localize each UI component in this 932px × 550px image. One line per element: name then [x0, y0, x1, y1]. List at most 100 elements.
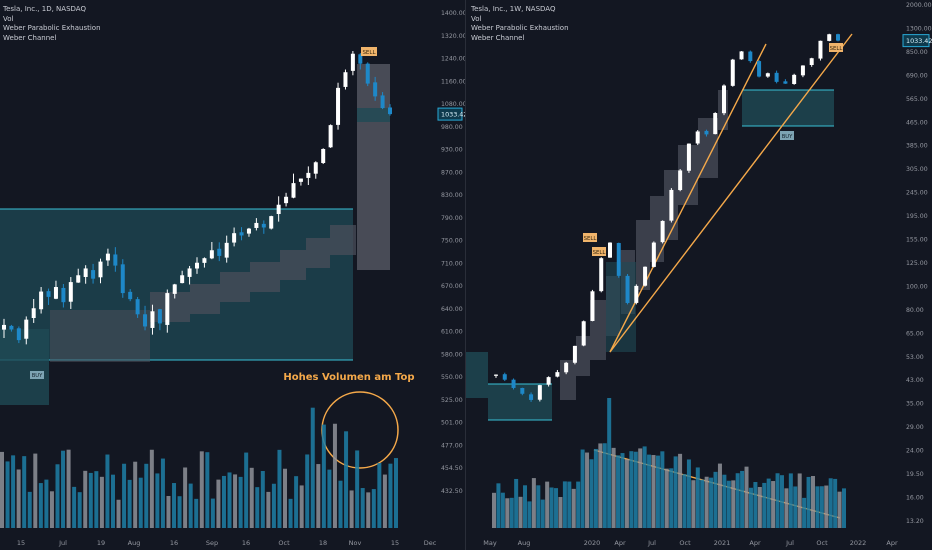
volume-bar [199, 451, 204, 528]
volume-bar [283, 468, 288, 528]
candle-body [68, 282, 73, 302]
volume-bar [567, 481, 572, 528]
candle-body [232, 233, 237, 243]
candle-body [313, 162, 318, 174]
candle-body [836, 34, 840, 41]
candle-body [537, 385, 542, 400]
price-tick-label: 565.00 [906, 96, 928, 103]
right-legend: Tesla, Inc., 1W, NASDAQ Vol Weber Parabo… [471, 5, 569, 43]
volume-bar [810, 475, 815, 528]
candle-body [511, 379, 516, 388]
volume-bar [55, 464, 60, 528]
volume-bar [620, 453, 625, 528]
left-legend-vol[interactable]: Vol [3, 14, 14, 23]
candle-body [143, 314, 148, 327]
volume-bar [647, 454, 652, 528]
price-tick-label: 550.00 [441, 374, 463, 381]
sell-signal-badge [592, 247, 606, 256]
volume-bar [704, 476, 709, 528]
candle-body [284, 196, 289, 204]
volume-bar [598, 443, 603, 528]
volume-bar [116, 499, 121, 528]
volume-bar [585, 452, 590, 528]
weber-channel-early [466, 352, 488, 398]
volume-bar [44, 479, 49, 528]
price-tick-label: 35.00 [906, 401, 924, 408]
candle-body [165, 293, 170, 325]
volume-bar [806, 476, 811, 528]
price-tick-label: 19.50 [906, 471, 924, 478]
candle-body [722, 85, 726, 114]
volume-bar [255, 487, 260, 528]
left-legend-indicator-2[interactable]: Weber Channel [3, 33, 57, 42]
volume-bar [748, 487, 753, 528]
volume-bar [210, 498, 215, 528]
time-tick-label: Oct [816, 539, 828, 547]
candle-body [783, 81, 788, 84]
volume-bar [558, 497, 563, 528]
volume-bar [589, 459, 594, 528]
volume-bar [77, 492, 82, 528]
volume-bar [611, 447, 616, 528]
right-legend-symbol[interactable]: Tesla, Inc., 1W, NASDAQ [471, 5, 556, 13]
candle-body [321, 149, 326, 163]
volume-bar [771, 481, 776, 528]
volume-bar [802, 497, 807, 528]
volume-bar [686, 459, 691, 528]
candle-body [730, 59, 735, 86]
left-chart[interactable]: 1400.00 1320.00 1240.00 1160.00 1080.00 980.0… [0, 0, 465, 550]
volume-bar [371, 489, 376, 528]
price-tick-label: 610.00 [441, 329, 463, 336]
volume-bar [299, 485, 304, 528]
exhaustion-step [306, 238, 330, 268]
volume-bar [388, 463, 393, 528]
volume-bar [266, 491, 271, 528]
candle-body [529, 394, 534, 400]
volume-bar [377, 463, 382, 528]
candle-body [494, 374, 498, 376]
exhaustion-step [698, 118, 718, 178]
volume-bar [514, 478, 519, 528]
right-legend-indicator-2[interactable]: Weber Channel [471, 33, 525, 42]
volume-bar [61, 450, 66, 528]
volume-bar [753, 482, 758, 528]
right-chart[interactable]: 2000.00 1300.00 850.00 690.00 565.00 465.00 38… [466, 0, 932, 550]
volume-bar [540, 499, 545, 528]
right-legend-indicator-1[interactable]: Weber Parabolic Exhaustion [471, 24, 569, 32]
left-legend-indicator-1[interactable]: Weber Parabolic Exhaustion [3, 24, 101, 32]
volume-bar [682, 474, 687, 528]
candle-body [53, 287, 58, 299]
volume-bar [819, 486, 824, 528]
candle-body [276, 204, 281, 215]
price-tick-label: 750.00 [441, 238, 463, 245]
volume-bar [49, 491, 54, 528]
price-tick-label: 29.00 [906, 424, 924, 431]
volume-bar [11, 455, 16, 528]
volume-bar [355, 450, 360, 528]
candle-body [651, 242, 656, 267]
volume-bar [669, 468, 674, 528]
price-tick-label: 2000.00 [906, 2, 932, 9]
volume-bar [260, 471, 265, 528]
candle-body [224, 242, 229, 258]
price-tick-label: 245.00 [906, 190, 928, 197]
price-tick-label: 80.00 [906, 307, 924, 314]
volume-bar [0, 451, 4, 528]
price-tick-label: 155.00 [906, 237, 928, 244]
right-legend-vol[interactable]: Vol [471, 14, 482, 23]
left-legend-symbol[interactable]: Tesla, Inc., 1D, NASDAQ [3, 5, 86, 13]
volume-bar [72, 486, 77, 528]
sell-signal-label: SELL [593, 250, 606, 256]
candle-body [150, 311, 155, 328]
candle-body [98, 261, 103, 278]
candle-body [520, 388, 525, 394]
volume-bar [744, 466, 749, 528]
candle-body [83, 268, 88, 277]
price-tick-label: 53.00 [906, 354, 924, 361]
volume-bar [99, 476, 104, 528]
candle-body [669, 189, 674, 221]
sell-signal-label: SELL [362, 50, 376, 56]
volume-bar [536, 485, 541, 528]
buy-signal-label: BUY [32, 373, 43, 379]
price-tick-label: 1300.00 [906, 25, 932, 32]
